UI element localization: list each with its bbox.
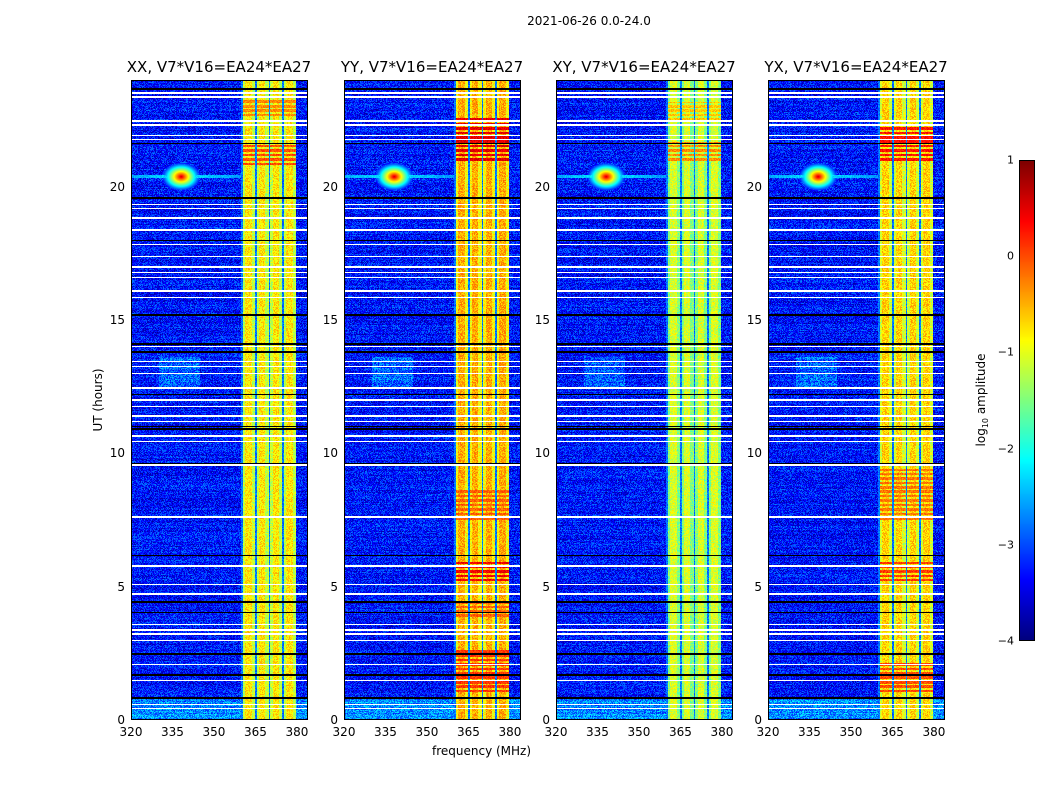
y-tick-label: 15: [109, 313, 125, 327]
colorbar: [1019, 160, 1035, 641]
colorbar-tick-label: −1: [997, 345, 1014, 359]
x-tick-label: 320: [544, 725, 568, 739]
y-tick-label: 0: [330, 713, 338, 727]
y-tick-label: 5: [330, 579, 338, 594]
y-tick-label: 10: [534, 446, 550, 461]
spectrogram-image: [557, 81, 732, 719]
colorbar-label-rest: amplitude: [973, 353, 988, 418]
colorbar-label-sub: 10: [981, 417, 991, 429]
colorbar-label: log10 amplitude: [974, 354, 990, 447]
panel-title: YX, V7*V16=EA24*EA27: [764, 58, 948, 76]
x-tick-label: 380: [710, 725, 734, 739]
x-tick-label: 350: [415, 725, 439, 739]
y-axis-label: UT (hours): [91, 368, 105, 432]
spectrogram-image: [132, 81, 307, 719]
spectrogram-panel-yy: [344, 80, 521, 720]
x-tick-label: 350: [627, 725, 651, 739]
y-tick-label: 15: [746, 313, 762, 327]
y-tick-label: 10: [322, 446, 338, 461]
x-tick-label: 320: [332, 725, 356, 739]
x-tick-label: 335: [586, 725, 609, 739]
panel-title: YY, V7*V16=EA24*EA27: [340, 58, 524, 76]
x-tick-label: 380: [285, 725, 309, 739]
colorbar-label-main: log: [973, 428, 988, 447]
y-tick-label: 0: [117, 713, 125, 727]
spectrogram-image: [345, 81, 520, 719]
colorbar-tick-label: −4: [997, 634, 1014, 648]
panel-title: XX, V7*V16=EA24*EA27: [126, 58, 312, 76]
panel-title: XY, V7*V16=EA24*EA27: [552, 58, 736, 76]
y-tick-label: 10: [746, 446, 762, 461]
x-tick-label: 320: [756, 725, 780, 739]
x-tick-label: 335: [161, 725, 184, 739]
y-tick-label: 10: [109, 446, 125, 461]
y-tick-label: 0: [542, 713, 550, 727]
x-tick-label: 350: [839, 725, 863, 739]
x-tick-label: 365: [244, 725, 267, 739]
x-axis-label: frequency (MHz): [432, 744, 532, 758]
spectrogram-image: [769, 81, 944, 719]
spectrogram-panel-yx: [768, 80, 945, 720]
colorbar-tick-label: −2: [997, 442, 1014, 456]
x-tick-label: 335: [798, 725, 821, 739]
y-tick-label: 15: [322, 313, 338, 327]
y-tick-label: 20: [109, 179, 125, 194]
spectrogram-panel-xx: [131, 80, 308, 720]
y-tick-label: 0: [754, 713, 762, 727]
x-tick-label: 335: [374, 725, 397, 739]
y-tick-label: 20: [322, 179, 338, 194]
colorbar-tick-label: −3: [997, 538, 1014, 552]
y-tick-label: 15: [534, 313, 550, 327]
x-tick-label: 350: [202, 725, 226, 739]
y-tick-label: 5: [542, 579, 550, 594]
colorbar-tick-label: 1: [1007, 153, 1014, 167]
spectrogram-panel-xy: [556, 80, 733, 720]
y-tick-label: 20: [746, 179, 762, 194]
colorbar-tick-label: 0: [1007, 249, 1014, 263]
y-tick-label: 20: [534, 179, 550, 194]
x-tick-label: 365: [457, 725, 480, 739]
y-tick-label: 5: [117, 579, 125, 594]
x-tick-label: 380: [922, 725, 946, 739]
figure-title: 2021-06-26 0.0-24.0: [527, 14, 651, 28]
x-tick-label: 365: [881, 725, 904, 739]
x-tick-label: 320: [119, 725, 143, 739]
y-tick-label: 5: [754, 579, 762, 594]
x-tick-label: 365: [669, 725, 692, 739]
x-tick-label: 380: [498, 725, 522, 739]
